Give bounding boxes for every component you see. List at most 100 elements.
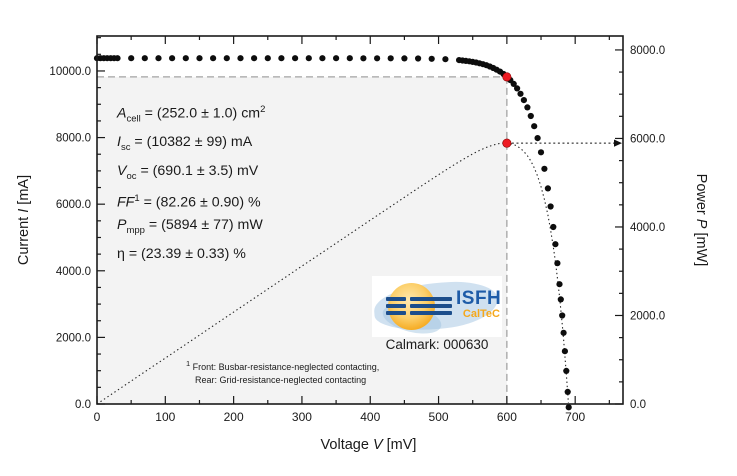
x-title-unit: [mV] bbox=[382, 437, 417, 453]
logo-bar-icon bbox=[410, 311, 452, 315]
calmark-label: Calmark: 000630 bbox=[385, 337, 489, 352]
x-title-text: Voltage bbox=[320, 437, 373, 453]
iv-data-point bbox=[182, 55, 189, 62]
iv-data-point bbox=[524, 104, 531, 111]
y-right-tick-label: 6000.0 bbox=[630, 133, 665, 145]
iv-data-point bbox=[155, 55, 162, 62]
iv-data-point bbox=[559, 312, 566, 319]
iv-data-point bbox=[544, 185, 552, 192]
x-title-symbol: V bbox=[372, 437, 383, 453]
cell-parameters: Acell = (252.0 ± 1.0) cm2 Isc = (10382 ± … bbox=[117, 99, 265, 265]
cell-parameter-row: η = (23.39 ± 0.33) % bbox=[117, 245, 246, 262]
logo-bar-icon bbox=[410, 297, 452, 301]
isfh-caltec-logo: ISFH CalTeC bbox=[372, 276, 502, 337]
footnote-text-1: Front: Busbar-resistance-neglected conta… bbox=[190, 362, 380, 372]
y-left-tick-label: 8000.0 bbox=[56, 133, 91, 145]
iv-data-point bbox=[527, 112, 534, 120]
iv-data-point bbox=[237, 55, 244, 62]
logo-bar-icon bbox=[386, 297, 406, 301]
iv-data-point bbox=[510, 80, 517, 87]
iv-data-point bbox=[428, 55, 435, 62]
x-tick-label: 500 bbox=[429, 410, 449, 424]
iv-data-point bbox=[141, 55, 148, 62]
logo-subname: CalTeC bbox=[462, 308, 500, 320]
x-tick-label: 600 bbox=[497, 410, 517, 424]
y-left-tick-label: 6000.0 bbox=[56, 199, 91, 211]
y-right-tick-label: 0.0 bbox=[630, 399, 646, 411]
y-left-tick-label: 2000.0 bbox=[56, 332, 91, 344]
iv-data-point bbox=[278, 55, 285, 62]
iv-data-point bbox=[561, 348, 569, 355]
iv-data-point bbox=[537, 149, 545, 156]
x-tick-label: 0 bbox=[94, 410, 101, 424]
cell-parameter-row: FF1 = (82.26 ± 0.90) % bbox=[117, 193, 261, 211]
iv-data-point bbox=[319, 55, 326, 62]
x-tick-label: 200 bbox=[224, 410, 244, 424]
iv-scatter-series bbox=[93, 55, 572, 411]
iv-data-point bbox=[565, 404, 572, 411]
y-left-tick-label: 4000.0 bbox=[56, 266, 91, 278]
cell-parameter-row: Voc = (690.1 ± 3.5) mV bbox=[117, 162, 259, 182]
y-left-tick-label: 0.0 bbox=[75, 399, 91, 411]
iv-data-point bbox=[550, 223, 557, 231]
iv-data-point bbox=[442, 56, 449, 63]
mpp-point-power bbox=[502, 138, 512, 148]
iv-data-point bbox=[223, 55, 230, 62]
cell-parameter-row: Isc = (10382 ± 99) mA bbox=[117, 134, 253, 153]
y-left-axis-title: Current I [mA] bbox=[16, 160, 32, 280]
pmpp-arrowhead-icon bbox=[614, 139, 622, 147]
x-axis-title: Voltage V [mV] bbox=[0, 437, 737, 453]
iv-data-point bbox=[517, 90, 524, 97]
footnote-line-1: 1 Front: Busbar-resistance-neglected con… bbox=[186, 358, 379, 374]
iv-data-point bbox=[128, 55, 135, 62]
iv-data-point bbox=[557, 296, 564, 303]
plot-border bbox=[96, 35, 624, 405]
iv-data-point bbox=[196, 55, 203, 62]
iv-data-point bbox=[563, 367, 570, 374]
iv-data-point bbox=[210, 55, 217, 62]
y-right-tick-label: 8000.0 bbox=[630, 45, 665, 57]
iv-data-point bbox=[531, 123, 538, 130]
x-tick-label: 300 bbox=[292, 410, 312, 424]
y-left-title-unit: [mA] bbox=[16, 174, 32, 209]
iv-data-point bbox=[305, 55, 312, 62]
y-right-title-unit: [mW] bbox=[693, 228, 709, 267]
x-tick-label: 100 bbox=[155, 410, 175, 424]
cell-parameter-row: Acell = (252.0 ± 1.0) cm2 bbox=[117, 104, 266, 125]
iv-data-point bbox=[552, 241, 559, 248]
iv-data-point bbox=[292, 55, 299, 62]
iv-data-point bbox=[547, 203, 554, 210]
logo-bar-icon bbox=[410, 304, 452, 308]
footnote-line-2: Rear: Grid-resistance-neglected contacti… bbox=[195, 374, 367, 385]
footnote-marker: 1 bbox=[186, 359, 191, 368]
iv-data-point bbox=[360, 55, 367, 62]
iv-data-point bbox=[564, 388, 571, 395]
iv-data-point bbox=[554, 260, 561, 267]
iv-data-point bbox=[401, 55, 408, 62]
y-left-tick-label: 10000.0 bbox=[49, 66, 91, 78]
footnote: 1 Front: Busbar-resistance-neglected con… bbox=[186, 358, 379, 386]
logo-bar-icon bbox=[386, 311, 406, 315]
iv-data-point bbox=[415, 55, 422, 62]
iv-data-point bbox=[387, 55, 394, 62]
iv-data-point bbox=[333, 55, 340, 62]
iv-data-point bbox=[514, 85, 521, 92]
iv-data-point bbox=[534, 135, 541, 142]
y-right-tick-label: 2000.0 bbox=[630, 310, 665, 322]
iv-data-point bbox=[264, 55, 271, 62]
iv-data-point bbox=[346, 55, 353, 62]
iv-data-point bbox=[520, 97, 528, 104]
iv-data-point bbox=[560, 329, 567, 336]
iv-data-point bbox=[169, 55, 176, 62]
cell-parameter-row: Pmpp = (5894 ± 77) mW bbox=[117, 217, 263, 237]
iv-data-point bbox=[556, 281, 563, 288]
y-right-axis-title: Power P [mW] bbox=[693, 165, 709, 275]
y-left-title-symbol: I bbox=[16, 208, 32, 213]
x-tick-label: 400 bbox=[360, 410, 380, 424]
y-left-title-text: Current bbox=[16, 212, 32, 266]
y-right-title-text: Power bbox=[693, 173, 709, 219]
mpp-point-iv bbox=[502, 72, 512, 82]
mpp-shaded-region bbox=[97, 76, 507, 404]
logo-name: ISFH bbox=[456, 288, 502, 309]
